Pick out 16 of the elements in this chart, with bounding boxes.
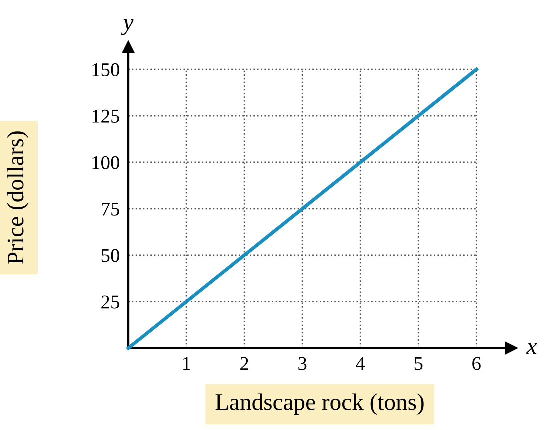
x-tick-label: 2: [240, 357, 248, 370]
text: x: [526, 343, 538, 354]
text: y: [121, 19, 134, 36]
y-tick-label: 25: [102, 296, 120, 309]
y-tick-label: 125: [92, 110, 120, 123]
x-tick-label: 1: [183, 357, 190, 370]
x-axis-title: Landscape rock (tons): [216, 394, 424, 416]
y-tick-label: 50: [102, 249, 120, 262]
y-axis-title: Price (dollars): [7, 132, 29, 264]
x-tick-label: 3: [298, 357, 307, 370]
x-tick-label: 4: [356, 357, 366, 370]
y-tick-label: 150: [92, 63, 120, 77]
y-tick-label: 75: [102, 202, 120, 216]
x-tick-label: 6: [472, 357, 481, 370]
y-tick-label: 100: [92, 156, 120, 170]
x-tick-label: 5: [414, 357, 423, 370]
